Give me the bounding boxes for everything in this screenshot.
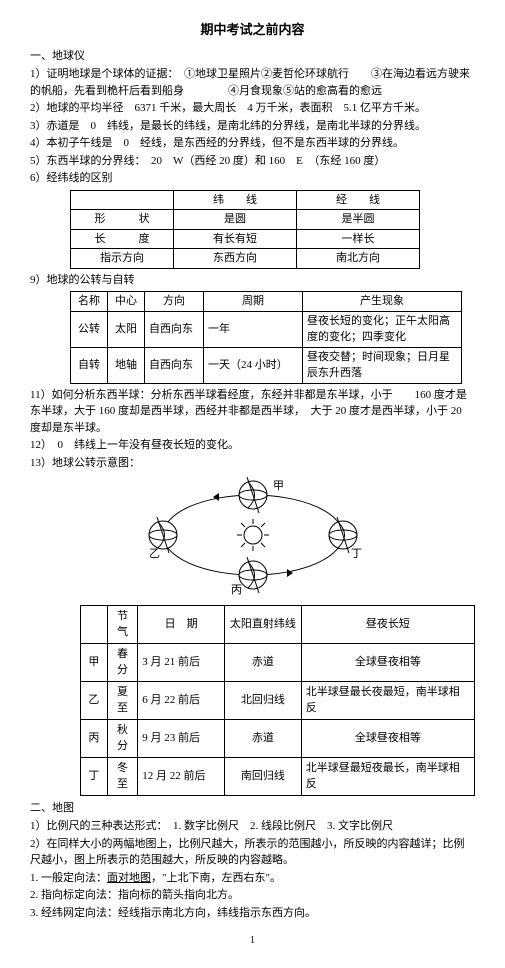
table-jingwei: 纬 线 经 线 形 状 是圆 是半圆 长 度 有长有短 一样长 指示方向 东西方… <box>70 190 420 269</box>
sec2-p4: 2. 指向标定向法：指向标的箭头指向北方。 <box>30 887 475 904</box>
tbl1-r3c2: 东西方向 <box>174 249 297 269</box>
tbl2-r2c4: 一天（24 小时） <box>204 347 303 383</box>
tbl2-h3: 方向 <box>145 292 204 312</box>
tbl2-h5: 产生现象 <box>303 292 462 312</box>
tbl3-r2c4: 北回归线 <box>225 681 302 719</box>
item-12: 12） 0 纬线上一年没有昼夜长短的变化。 <box>30 437 475 454</box>
sec2-p2: 2）在同样大小的两幅地图上，比例尺越大，所表示的范围越小，所反映的内容越详；比例… <box>30 836 475 869</box>
sec2-p3: 1. 一般定向法：面对地图，"上北下南，左西右东"。 <box>30 870 475 887</box>
tbl3-r4c3: 12 月 22 前后 <box>138 757 225 795</box>
item-3: 3）赤道是 0 纬线，是最长的纬线，是南北纬的分界线，是南北半球的分界线。 <box>30 118 475 135</box>
tbl3-r1c5: 全球昼夜相等 <box>301 643 474 681</box>
tbl1-h3: 经 线 <box>297 190 420 210</box>
tbl2-r2c5: 昼夜交替；时间现象；日月星辰东升西落 <box>303 347 462 383</box>
tbl2-r1c5: 昼夜长短的变化；正午太阳高度的变化；四季变化 <box>303 311 462 347</box>
tbl3-r3c2: 秋分 <box>107 719 138 757</box>
item-2: 2）地球的平均半径 6371 千米，最大周长 4 万千米，表面积 5.1 亿平方… <box>30 100 475 117</box>
tbl1-r1c2: 是圆 <box>174 210 297 230</box>
tbl1-r1c3: 是半圆 <box>297 210 420 230</box>
tbl2-r2c3: 自西向东 <box>145 347 204 383</box>
tbl2-h4: 周期 <box>204 292 303 312</box>
tbl3-r3c1: 丙 <box>81 719 108 757</box>
section-2-head: 二、地图 <box>30 800 475 817</box>
tbl2-r1c3: 自西向东 <box>145 311 204 347</box>
tbl2-r1c2: 太阳 <box>108 311 145 347</box>
item-13: 13）地球公转示意图： <box>30 455 475 472</box>
tbl1-h2: 纬 线 <box>174 190 297 210</box>
item-9: 9）地球的公转与自转 <box>30 272 475 289</box>
item-5: 5）东西半球的分界线： 20 W（西经 20 度）和 160 E （东经 160… <box>30 153 475 170</box>
tbl2-r2c1: 自转 <box>71 347 108 383</box>
sec2-p5: 3. 经纬网定向法：经线指示南北方向，纬线指示东西方向。 <box>30 905 475 922</box>
item-11: 11）如何分析东西半球：分析东西半球看经度，东经并非都是东半球，小于 160 度… <box>30 387 475 437</box>
tbl3-r1c4: 赤道 <box>225 643 302 681</box>
tbl3-h2: 节气 <box>107 605 138 643</box>
tbl2-h1: 名称 <box>71 292 108 312</box>
tbl3-h4: 太阳直射纬线 <box>225 605 302 643</box>
tbl3-r4c5: 北半球昼最短夜最长，南半球相反 <box>301 757 474 795</box>
tbl3-h5: 昼夜长短 <box>301 605 474 643</box>
tbl1-r3c1: 指示方向 <box>71 249 174 269</box>
tbl3-r4c1: 丁 <box>81 757 108 795</box>
tbl1-r2c3: 一样长 <box>297 229 420 249</box>
revolution-diagram: 甲 乙 丙 丁 <box>30 475 475 601</box>
table-solar-terms: 节气 日 期 太阳直射纬线 昼夜长短 甲 春分 3 月 21 前后 赤道 全球昼… <box>80 605 475 796</box>
label-bing: 丙 <box>231 584 242 595</box>
tbl3-r1c1: 甲 <box>81 643 108 681</box>
tbl2-r1c1: 公转 <box>71 311 108 347</box>
tbl1-h1 <box>71 190 174 210</box>
label-ding: 丁 <box>351 548 362 560</box>
tbl3-r2c3: 6 月 22 前后 <box>138 681 225 719</box>
tbl3-r1c2: 春分 <box>107 643 138 681</box>
page-title: 期中考试之前内容 <box>30 20 475 40</box>
tbl2-r2c2: 地轴 <box>108 347 145 383</box>
tbl1-r2c1: 长 度 <box>71 229 174 249</box>
table-rotation: 名称 中心 方向 周期 产生现象 公转 太阳 自西向东 一年 昼夜长短的变化；正… <box>70 291 462 384</box>
tbl3-r3c5: 全球昼夜相等 <box>301 719 474 757</box>
item-6: 6）经纬线的区别 <box>30 170 475 187</box>
tbl3-h1 <box>81 605 108 643</box>
tbl3-r4c4: 南回归线 <box>225 757 302 795</box>
sec2-p3a: 1. 一般定向法： <box>30 872 107 884</box>
item-4: 4）本初子午线是 0 经线，是东西经的分界线，但不是东西半球的分界线。 <box>30 135 475 152</box>
page-number: 1 <box>30 933 475 948</box>
tbl1-r2c2: 有长有短 <box>174 229 297 249</box>
item-1: 1）证明地球是个球体的证据： ①地球卫星照片②麦哲伦环球航行 ③在海边看远方驶来… <box>30 66 475 99</box>
tbl3-h3: 日 期 <box>138 605 225 643</box>
tbl3-r3c3: 9 月 23 前后 <box>138 719 225 757</box>
label-yi: 乙 <box>149 547 160 560</box>
label-jia: 甲 <box>273 480 284 492</box>
tbl3-r3c4: 赤道 <box>225 719 302 757</box>
tbl3-r2c5: 北半球昼最长夜最短，南半球相反 <box>301 681 474 719</box>
sec2-p1: 1）比例尺的三种表达形式： 1. 数字比例尺 2. 线段比例尺 3. 文字比例尺 <box>30 818 475 835</box>
tbl3-r4c2: 冬至 <box>107 757 138 795</box>
tbl3-r2c2: 夏至 <box>107 681 138 719</box>
section-1-head: 一、地球仪 <box>30 48 475 65</box>
sec2-p3c: ，"上北下南，左西右东"。 <box>151 872 281 884</box>
tbl3-r1c3: 3 月 21 前后 <box>138 643 225 681</box>
tbl1-r3c3: 南北方向 <box>297 249 420 269</box>
sec2-p3b: 面对地图 <box>107 872 151 884</box>
tbl2-h2: 中心 <box>108 292 145 312</box>
tbl3-r2c1: 乙 <box>81 681 108 719</box>
tbl1-r1c1: 形 状 <box>71 210 174 230</box>
tbl2-r1c4: 一年 <box>204 311 303 347</box>
